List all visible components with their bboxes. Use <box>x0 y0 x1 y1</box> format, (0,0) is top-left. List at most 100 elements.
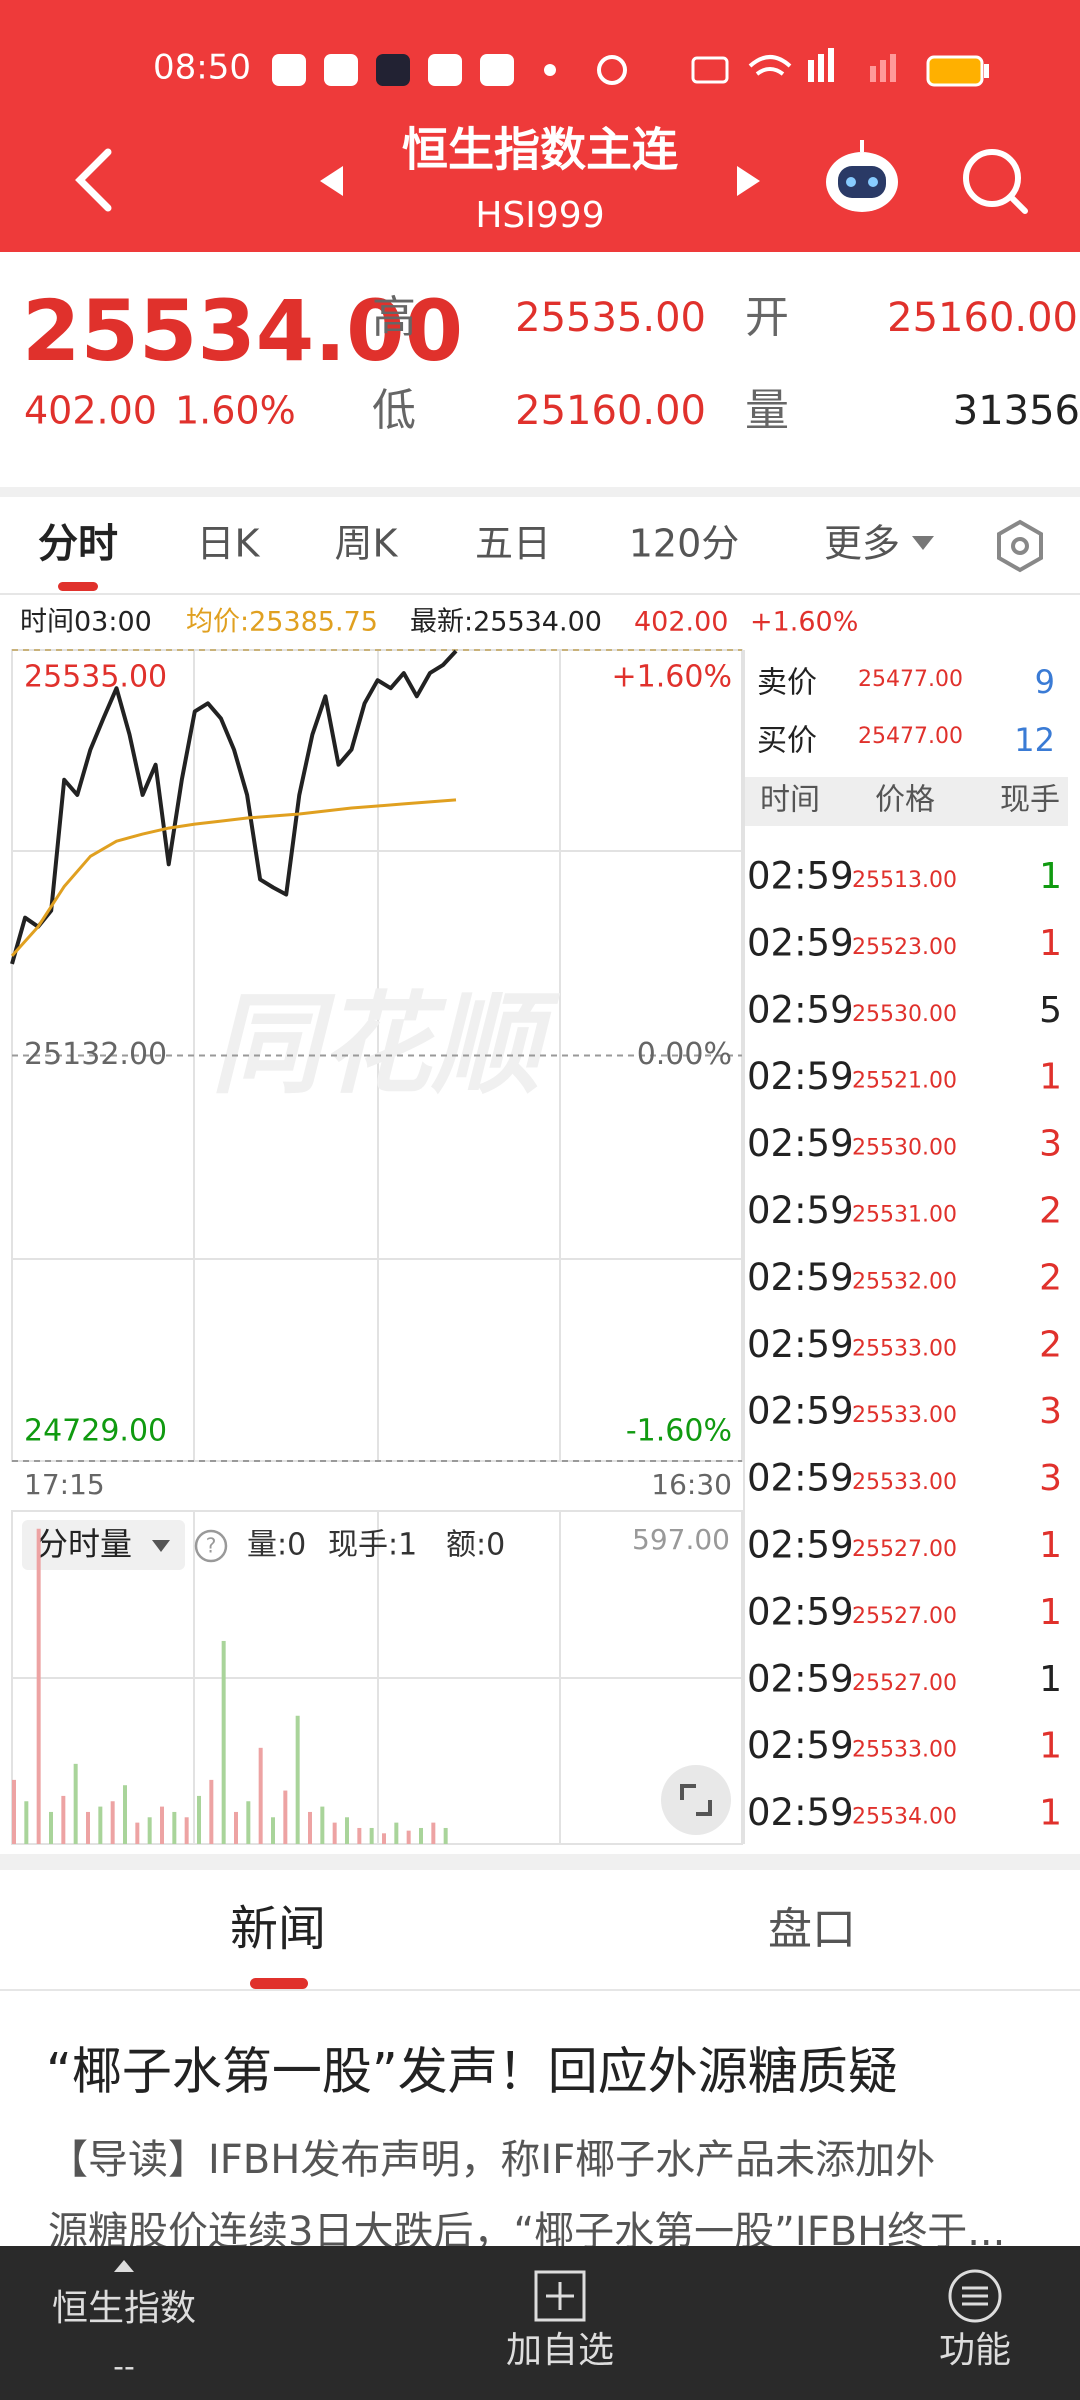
trade-time: 02:59 <box>747 1524 854 1567</box>
volume-bar <box>320 1806 325 1844</box>
trade-time: 02:59 <box>747 1323 854 1366</box>
header-bg <box>0 0 1080 252</box>
volume-bar <box>357 1827 362 1844</box>
volume-bar <box>147 1817 152 1844</box>
help-icon-glyph: ? <box>206 1534 217 1558</box>
status-time: 08:50 <box>153 48 251 88</box>
volume-bar <box>209 1779 214 1844</box>
trade-time: 02:59 <box>747 855 854 898</box>
tab[interactable]: 分时 <box>38 521 118 567</box>
volume-title: 分时量 <box>36 1525 132 1563</box>
add-icon-plus <box>546 2282 574 2310</box>
low-label: 低 <box>372 385 416 436</box>
next-button[interactable] <box>737 166 760 196</box>
volume-bar <box>419 1827 423 1844</box>
high-value: 25535.00 <box>515 295 706 341</box>
info-change: 402.00 <box>634 607 728 638</box>
volume-label: 量 <box>745 385 789 436</box>
trades-header: 价格 <box>875 783 935 818</box>
time-label: 17:15 <box>24 1468 105 1501</box>
volume-bar <box>246 1801 251 1844</box>
volume-selector[interactable] <box>22 1520 185 1570</box>
help-icon[interactable] <box>194 1529 228 1563</box>
volume-chart: 量:0 现手:1 额:0 597.00 <box>12 1523 730 1844</box>
trade-qty: 2 <box>1039 1257 1062 1298</box>
trade-time: 02:59 <box>747 1791 854 1834</box>
prev-button[interactable] <box>320 166 343 196</box>
article-headline[interactable]: “椰子水第一股”发声！回应外源糖质疑 <box>46 2043 898 2101</box>
bid-qty: 12 <box>1014 721 1055 759</box>
trade-qty: 2 <box>1039 1191 1062 1232</box>
article-line: 【导读】IFBH发布声明，称IF椰子水产品未添加外 <box>48 2137 935 2183</box>
bid-price: 25477.00 <box>858 724 963 749</box>
volume-bar <box>443 1827 448 1844</box>
trade-qty: 1 <box>1039 1525 1062 1566</box>
y-tick-label: 24729.00 <box>24 1414 167 1449</box>
volume-bar <box>73 1763 78 1844</box>
nav-index[interactable]: 恒生指数 <box>52 2288 196 2329</box>
trade-qty: 1 <box>1039 923 1062 964</box>
trade-price: 25531.00 <box>852 1203 957 1228</box>
trade-time: 02:59 <box>747 988 854 1031</box>
volume-arrow <box>152 1540 170 1552</box>
trade-qty: 3 <box>1039 1391 1062 1432</box>
volume-bar <box>61 1795 66 1844</box>
volume-bar <box>295 1715 300 1844</box>
y2-tick-label: +1.60% <box>612 660 732 695</box>
tab[interactable]: 周K <box>335 522 399 566</box>
volume-bar <box>172 1811 177 1844</box>
trade-time: 02:59 <box>747 1724 854 1767</box>
tab[interactable]: 120分 <box>629 522 740 566</box>
watermark: 同花顺 <box>211 980 561 1108</box>
quote-change-pct: 1.60% <box>175 389 296 433</box>
tab-bar: 分时 日K 周K 五日 120分 更多 <box>38 521 900 567</box>
trade-time: 02:59 <box>747 1189 854 1232</box>
nav-add[interactable]: 加自选 <box>506 2330 614 2371</box>
trades-header-bg <box>745 777 1068 826</box>
back-button[interactable] <box>75 148 112 212</box>
volume-bar <box>86 1811 90 1844</box>
trade-time: 02:59 <box>747 1457 854 1500</box>
trade-price: 25534.00 <box>852 1805 957 1830</box>
trade-price: 25533.00 <box>852 1403 957 1428</box>
volume-bar <box>431 1822 436 1844</box>
y-tick-label: 25535.00 <box>24 660 167 695</box>
volume-bar <box>234 1811 238 1844</box>
trade-price: 25533.00 <box>852 1470 957 1495</box>
volume-bar <box>406 1830 411 1844</box>
orderbook-tab[interactable]: 盘口 <box>768 1904 856 1955</box>
tab[interactable]: 五日 <box>475 522 551 566</box>
robot-button[interactable] <box>826 140 898 212</box>
tab-underline <box>58 582 98 591</box>
volume-bar <box>36 1528 41 1844</box>
volume-bar <box>12 1779 16 1844</box>
settings-icon-dot <box>1011 537 1029 555</box>
info-change-pct: +1.60% <box>750 607 858 638</box>
search-button[interactable] <box>963 149 1028 214</box>
nav-func[interactable]: 功能 <box>939 2330 1011 2371</box>
volume-bar <box>332 1822 337 1844</box>
trade-time: 02:59 <box>747 1256 854 1299</box>
volume-bar <box>369 1827 374 1844</box>
news-tab[interactable]: 新闻 <box>230 1901 326 1957</box>
func-icon-lines <box>962 2286 988 2306</box>
tab[interactable]: 更多 <box>824 522 900 566</box>
high-label: 高 <box>372 292 416 343</box>
bid-label: 买价 <box>757 724 817 759</box>
trades-header: 时间 <box>760 783 820 818</box>
trade-price: 25533.00 <box>852 1738 957 1763</box>
settings-button[interactable] <box>997 519 1043 573</box>
trade-price: 25521.00 <box>852 1069 957 1094</box>
ask-label: 卖价 <box>757 666 817 701</box>
open-value: 25160.00 <box>887 295 1078 341</box>
volume-bar <box>135 1822 140 1844</box>
expand-icon <box>680 1784 712 1816</box>
price-line <box>10 649 458 965</box>
tab[interactable]: 日K <box>197 522 261 566</box>
chart-frame <box>11 649 743 1845</box>
expand-button[interactable] <box>661 1765 731 1835</box>
price-chart: 25535.00 25132.00 24729.00 +1.60% 0.00% -1.60… <box>10 649 742 1501</box>
